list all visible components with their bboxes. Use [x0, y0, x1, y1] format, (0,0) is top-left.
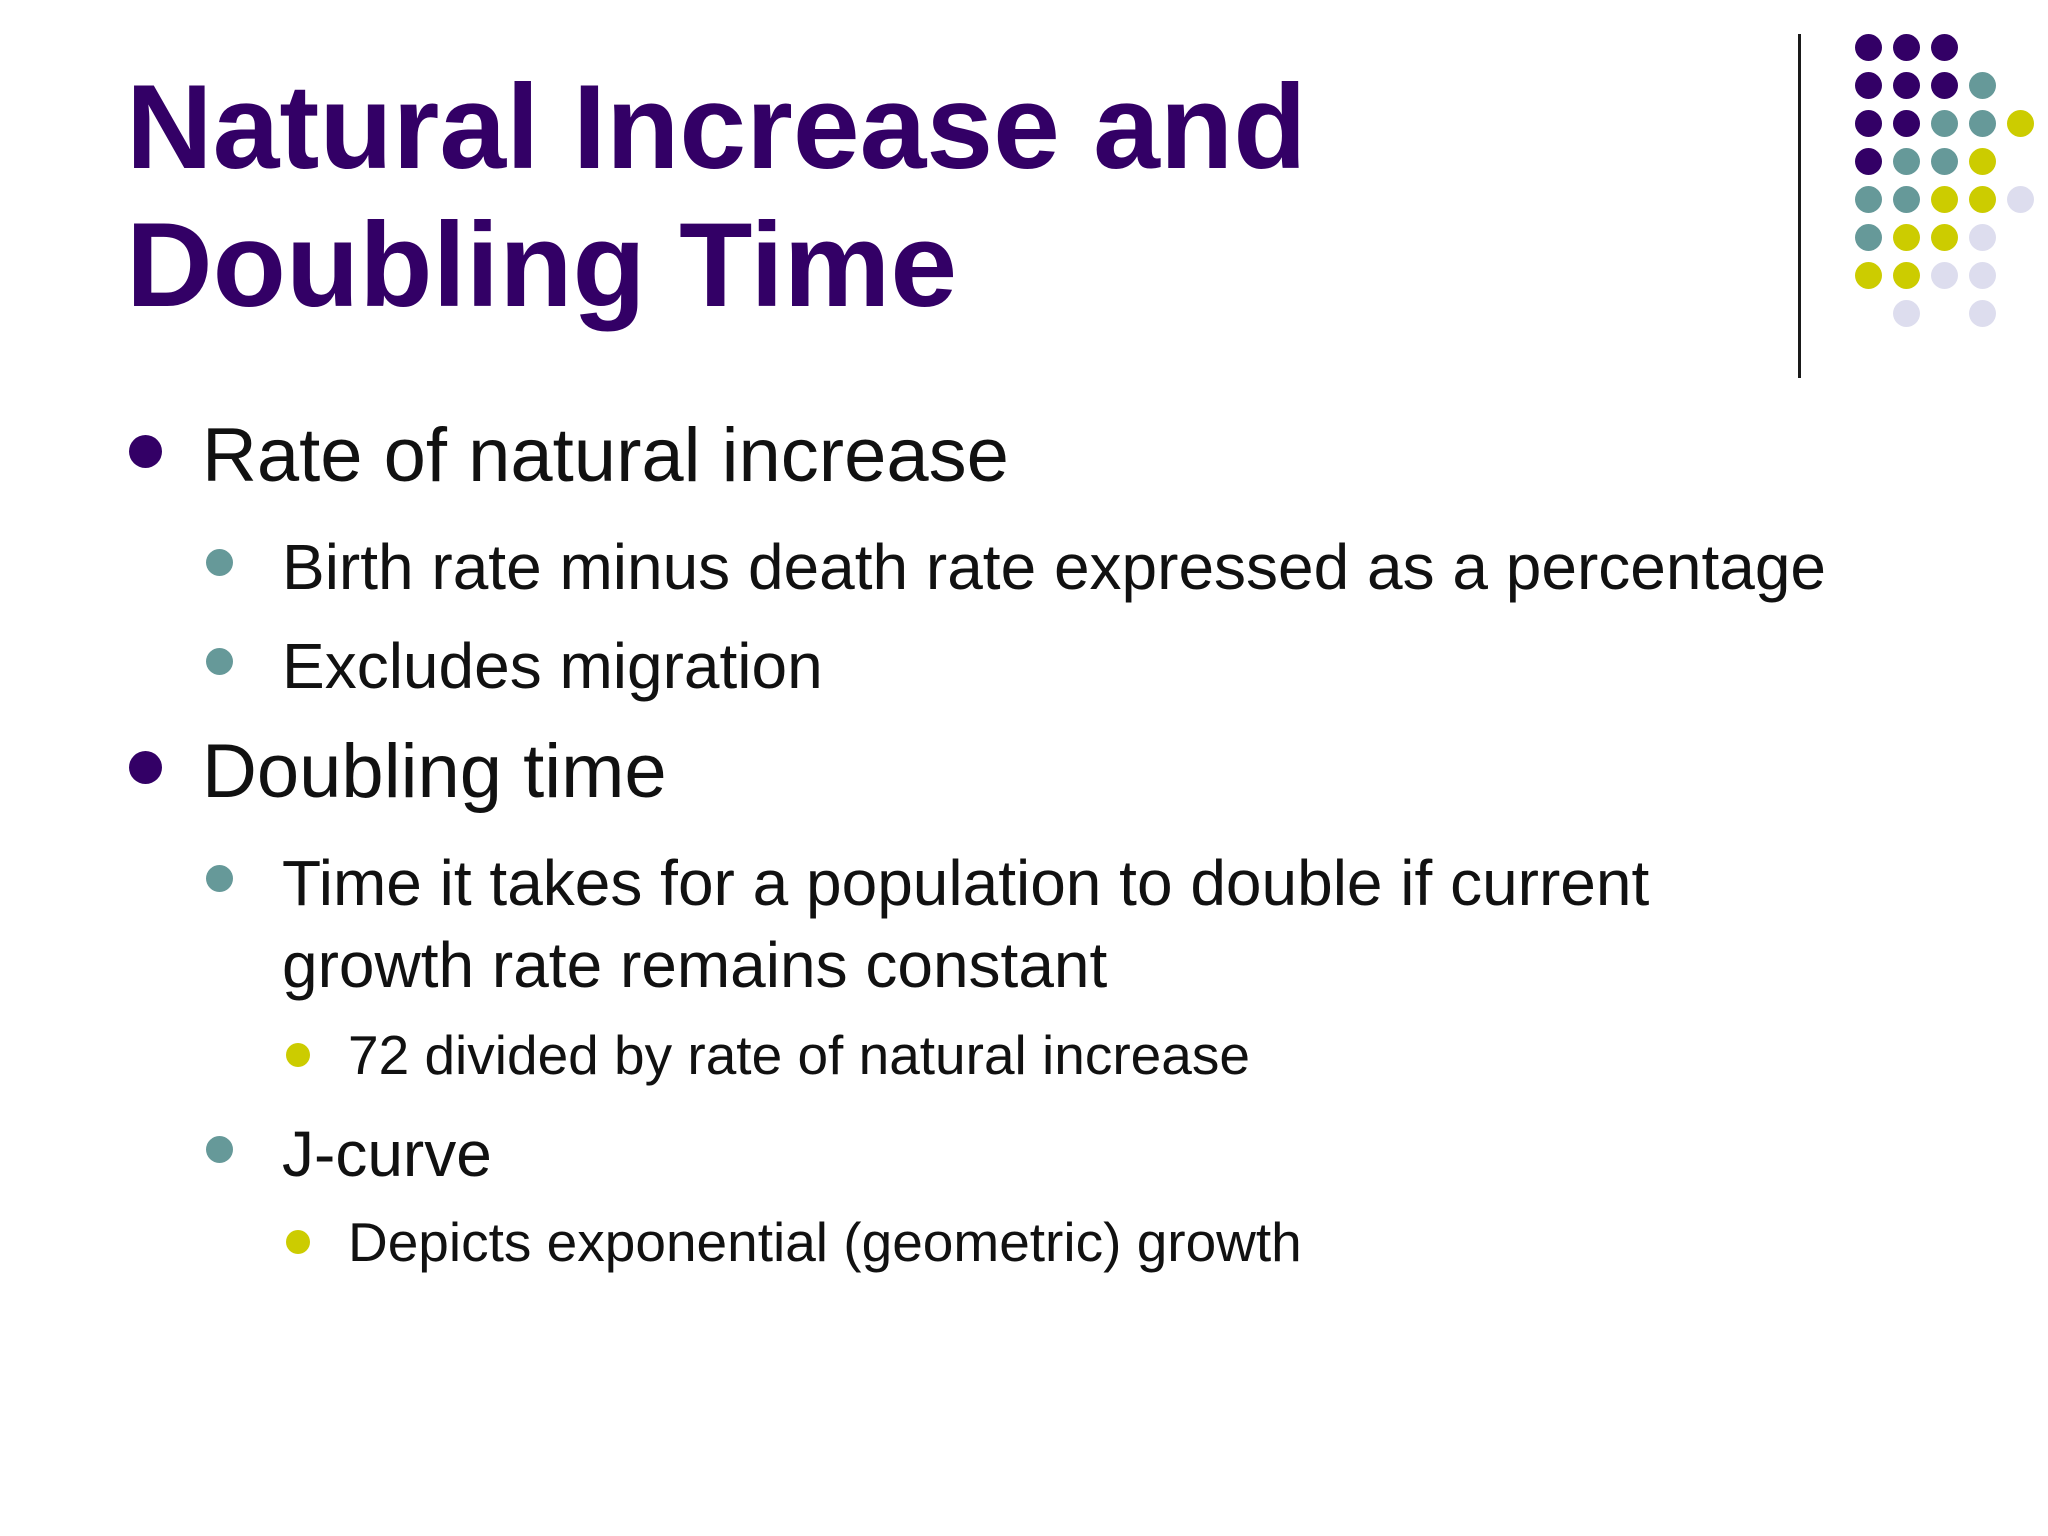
decorative-dot [1969, 148, 1996, 175]
decorative-dot [1893, 186, 1920, 213]
decorative-dot [1931, 224, 1958, 251]
decorative-dot [1931, 110, 1958, 137]
decorative-dot [1893, 110, 1920, 137]
decorative-dot [1893, 148, 1920, 175]
decorative-dot [1931, 34, 1958, 61]
decorative-dot [1893, 300, 1920, 327]
decorative-dot [1969, 262, 1996, 289]
decorative-dot [1893, 34, 1920, 61]
decorative-dot [1855, 34, 1882, 61]
bullet-72-divided: 72 divided by rate of natural increase [348, 1024, 1250, 1086]
bullet-level2-dot [206, 865, 233, 892]
bullet-level2-dot [206, 648, 233, 675]
decorative-dot [1969, 110, 1996, 137]
decorative-dot [1893, 72, 1920, 99]
bullet-level1-dot [129, 751, 162, 784]
bullet-j-curve: J-curve [282, 1118, 492, 1190]
bullet-rate-of-natural-increase: Rate of natural increase [202, 413, 1009, 498]
bullet-depicts-exponential: Depicts exponential (geometric) growth [348, 1211, 1302, 1273]
bullet-birth-minus-death-rate: Birth rate minus death rate expressed as… [282, 531, 1826, 603]
decorative-dot [1855, 72, 1882, 99]
decorative-dot [1855, 110, 1882, 137]
decorative-dot [1931, 186, 1958, 213]
decorative-dot [2007, 110, 2034, 137]
bullet-time-it-takes: Time it takes for a population to double… [282, 847, 1650, 1001]
decorative-dot [1893, 224, 1920, 251]
bullet-level3-dot [286, 1230, 310, 1254]
bullet-level2-dot [206, 549, 233, 576]
decorative-dot [1969, 300, 1996, 327]
bullet-level3-dot [286, 1043, 310, 1067]
decorative-dot [1855, 186, 1882, 213]
bullet-excludes-migration: Excludes migration [282, 630, 823, 702]
bullet-level1-dot [129, 435, 162, 468]
decorative-dot [1855, 262, 1882, 289]
decorative-dot [1855, 224, 1882, 251]
title-divider-line [1798, 34, 1801, 378]
decorative-dot [1893, 262, 1920, 289]
decorative-dot [1931, 262, 1958, 289]
decorative-dot [1969, 224, 1996, 251]
decorative-dot [1969, 72, 1996, 99]
decorative-dot [1931, 72, 1958, 99]
decorative-dot [1855, 148, 1882, 175]
decorative-dot [1931, 148, 1958, 175]
decorative-dot [2007, 186, 2034, 213]
slide-title: Natural Increase and Doubling Time [126, 60, 1307, 332]
bullet-doubling-time: Doubling time [202, 729, 667, 814]
bullet-level2-dot [206, 1136, 233, 1163]
decorative-dot [1969, 186, 1996, 213]
